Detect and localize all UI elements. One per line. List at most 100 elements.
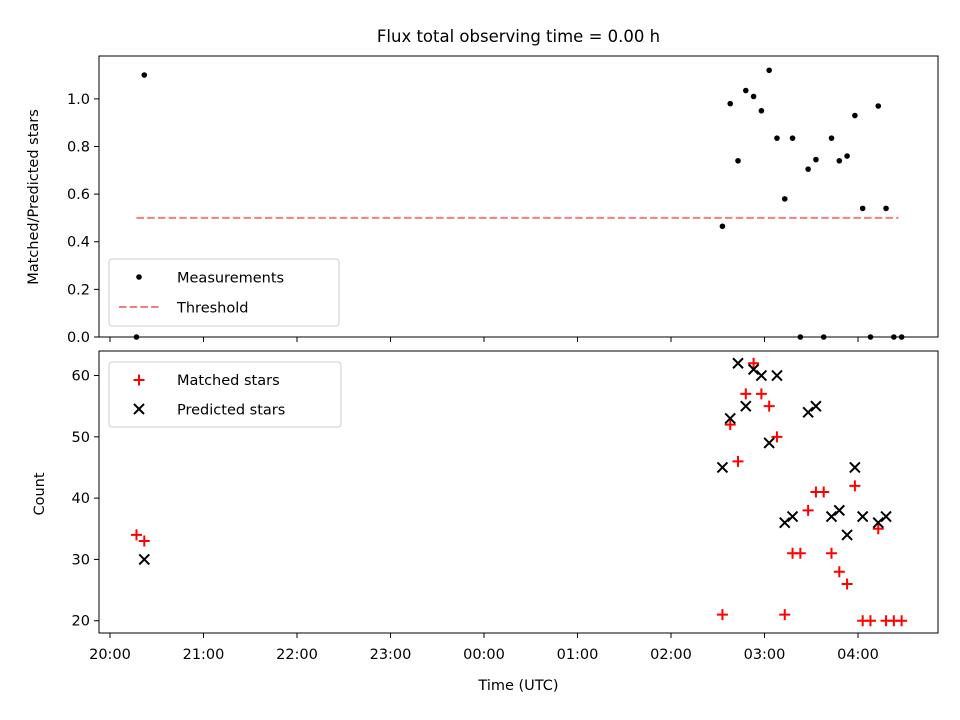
- matched-stars-point: [794, 547, 806, 559]
- top-legend-frame: [108, 258, 340, 327]
- matched-stars-point: [130, 529, 142, 541]
- x-tick-label: 04:00: [837, 647, 879, 663]
- top-plot-area: [133, 67, 905, 340]
- predicted-stars-point: [732, 357, 744, 369]
- y-tick-label: 0.4: [67, 235, 90, 251]
- predicted-stars-point: [779, 516, 791, 529]
- matched-stars-point: [826, 547, 838, 559]
- x-tick-label: 23:00: [370, 647, 412, 663]
- matched-stars-point: [833, 566, 845, 578]
- measurement-point: [859, 205, 866, 212]
- x-tick-label: 20:00: [89, 647, 131, 663]
- y-tick-label: 1.0: [67, 92, 90, 108]
- matched-stars-point: [849, 480, 861, 492]
- predicted-stars-point: [771, 369, 783, 382]
- legend-measurements-marker: [136, 274, 142, 280]
- x-axis-label: Time (UTC): [477, 678, 558, 694]
- matched-stars-point: [779, 609, 791, 621]
- bottom-plot-area: [130, 357, 908, 627]
- predicted-stars-point: [740, 400, 752, 412]
- top-legend: Measurements Threshold: [108, 258, 340, 327]
- predicted-stars-point: [716, 461, 729, 474]
- measurement-point: [805, 166, 811, 172]
- bottom-axes: 20 30 40 50 60 20:00 21:00 22:00 23:00 00:00 01:0…: [32, 350, 939, 694]
- predicted-stars-point: [856, 510, 869, 523]
- matched-stars-point: [818, 486, 830, 498]
- measurement-point: [844, 153, 850, 159]
- y-tick-label: 0.0: [67, 330, 90, 346]
- matched-stars-point: [724, 419, 736, 431]
- matched-stars-point: [896, 615, 908, 627]
- measurement-point: [141, 72, 148, 78]
- figure-title: Flux total observing time = 0.00 h: [377, 27, 660, 46]
- x-tick-label: 21:00: [183, 647, 225, 663]
- predicted-stars-point: [833, 504, 846, 517]
- predicted-stars-point: [825, 510, 838, 523]
- y-tick-label: 0.2: [67, 282, 90, 298]
- matched-stars-point: [755, 388, 767, 400]
- legend-matched-stars-label: Matched stars: [177, 373, 280, 389]
- y-tick-label: 0.6: [67, 187, 90, 203]
- legend-predicted-stars-label: Predicted stars: [177, 403, 285, 419]
- predicted-stars-point: [747, 363, 760, 376]
- matched-stars-point: [763, 400, 775, 412]
- predicted-stars-point: [786, 510, 799, 523]
- y-tick-label: 30: [72, 552, 90, 568]
- y-tick-label: 0.8: [67, 139, 90, 155]
- matched-stars-point: [872, 523, 884, 535]
- measurement-point: [781, 196, 788, 202]
- predicted-stars-point: [763, 437, 775, 449]
- x-tick-label: 00:00: [463, 647, 505, 663]
- predicted-stars-point: [138, 553, 150, 566]
- x-tick-label: 02:00: [650, 647, 692, 663]
- predicted-stars-point: [841, 529, 853, 541]
- top-y-axis-label: Matched/Predicted stars: [26, 109, 42, 285]
- bottom-x-ticks: 20:00 21:00 22:00 23:00 00:00 01:00 02:00 03:00…: [89, 633, 879, 663]
- top-y-ticks: 0.0 0.2 0.4 0.6 0.8 1.0: [67, 92, 99, 346]
- legend-threshold-label: Threshold: [176, 301, 248, 317]
- measurement-point: [719, 223, 726, 230]
- measurement-point: [836, 157, 843, 164]
- predicted-stars-point: [802, 406, 814, 419]
- measurement-point: [883, 205, 889, 212]
- legend-measurements-label: Measurements: [177, 271, 284, 287]
- measurement-point: [758, 107, 765, 114]
- legend-predicted-stars-marker: [133, 403, 145, 415]
- measurement-point: [766, 67, 772, 74]
- bottom-legend-frame: [108, 361, 342, 428]
- predicted-stars-point: [755, 369, 768, 382]
- y-tick-label: 20: [72, 614, 90, 630]
- matched-stars-point: [802, 504, 814, 516]
- top-x-ticks: [109, 337, 859, 342]
- x-tick-label: 22:00: [276, 647, 318, 663]
- measurement-point: [750, 93, 757, 100]
- bottom-legend: Matched stars Predicted stars: [108, 361, 342, 428]
- bottom-y-ticks: 20 30 40 50 60: [72, 369, 99, 630]
- predicted-stars-point: [724, 412, 736, 425]
- measurement-point: [727, 100, 734, 107]
- matched-stars-point: [740, 388, 752, 400]
- top-axes: 0.0 0.2 0.4 0.6 0.8 1.0 Matched/Predicted sta…: [26, 55, 939, 346]
- predicted-stars-point: [810, 400, 822, 412]
- measurement-point: [743, 87, 749, 94]
- matched-stars-point: [864, 615, 876, 627]
- measurement-point: [875, 103, 882, 109]
- bottom-y-axis-label: Count: [32, 472, 48, 515]
- measurement-point: [852, 112, 858, 119]
- predicted-stars-point: [880, 510, 892, 523]
- measurement-point: [735, 157, 741, 164]
- x-tick-label: 03:00: [744, 647, 786, 663]
- measurement-point: [813, 156, 819, 163]
- measurement-point: [774, 135, 780, 141]
- matched-stars-point: [748, 357, 760, 369]
- measurement-point: [828, 135, 835, 141]
- predicted-stars-point: [849, 461, 861, 474]
- y-tick-label: 40: [72, 491, 90, 507]
- matched-stars-point: [841, 578, 853, 590]
- matched-stars-point: [771, 431, 783, 443]
- y-tick-label: 60: [72, 369, 90, 385]
- matched-stars-point: [732, 455, 744, 467]
- y-tick-label: 50: [72, 430, 90, 446]
